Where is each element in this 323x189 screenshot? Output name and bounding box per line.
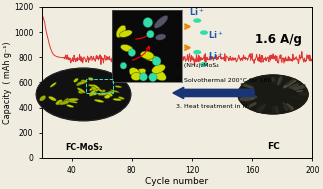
Ellipse shape (76, 81, 83, 86)
Ellipse shape (91, 87, 98, 92)
Ellipse shape (118, 97, 124, 99)
X-axis label: Cycle number: Cycle number (145, 177, 208, 186)
Text: FC: FC (267, 142, 279, 151)
Ellipse shape (81, 80, 87, 84)
Ellipse shape (105, 92, 113, 96)
Ellipse shape (67, 105, 74, 108)
Ellipse shape (39, 95, 46, 101)
Text: Li$^+$: Li$^+$ (189, 6, 205, 18)
Circle shape (238, 75, 308, 114)
Ellipse shape (68, 98, 78, 101)
Text: Li$^+$: Li$^+$ (208, 29, 224, 41)
Ellipse shape (59, 101, 69, 105)
Ellipse shape (78, 91, 83, 94)
Ellipse shape (88, 84, 97, 87)
Ellipse shape (108, 91, 114, 94)
Ellipse shape (100, 90, 106, 93)
Circle shape (193, 50, 201, 54)
Ellipse shape (96, 88, 103, 92)
Y-axis label: Capacity  ( mAh g⁻¹): Capacity ( mAh g⁻¹) (4, 41, 13, 124)
Ellipse shape (93, 85, 100, 90)
Bar (86, 79, 113, 93)
Text: 1.6 A/g: 1.6 A/g (255, 33, 302, 46)
Ellipse shape (104, 95, 110, 98)
Text: Li$^+$: Li$^+$ (208, 50, 224, 62)
Ellipse shape (113, 98, 121, 101)
FancyArrow shape (173, 87, 254, 99)
Ellipse shape (88, 77, 93, 81)
Circle shape (36, 68, 131, 121)
Ellipse shape (50, 82, 57, 87)
Ellipse shape (81, 80, 87, 82)
Ellipse shape (78, 82, 85, 85)
Ellipse shape (89, 86, 95, 91)
Ellipse shape (98, 93, 108, 96)
Ellipse shape (115, 86, 122, 88)
Text: 2. Solvothermal 200°C for 18h: 2. Solvothermal 200°C for 18h (176, 78, 271, 83)
Ellipse shape (62, 98, 68, 104)
Ellipse shape (77, 88, 85, 93)
Text: FC-MoS₂: FC-MoS₂ (65, 143, 102, 152)
Circle shape (200, 62, 208, 67)
Ellipse shape (89, 90, 95, 96)
Ellipse shape (110, 90, 120, 93)
Ellipse shape (48, 96, 56, 101)
Ellipse shape (56, 100, 63, 105)
Ellipse shape (91, 91, 97, 95)
Ellipse shape (74, 78, 78, 82)
Text: 3. Heat treatment in N₂: 3. Heat treatment in N₂ (176, 104, 249, 109)
Ellipse shape (89, 92, 97, 95)
Ellipse shape (66, 100, 78, 103)
Ellipse shape (94, 99, 104, 102)
Text: 1. (NH₄)₂MoS₄: 1. (NH₄)₂MoS₄ (176, 63, 218, 68)
Circle shape (193, 18, 201, 23)
Circle shape (200, 30, 208, 35)
